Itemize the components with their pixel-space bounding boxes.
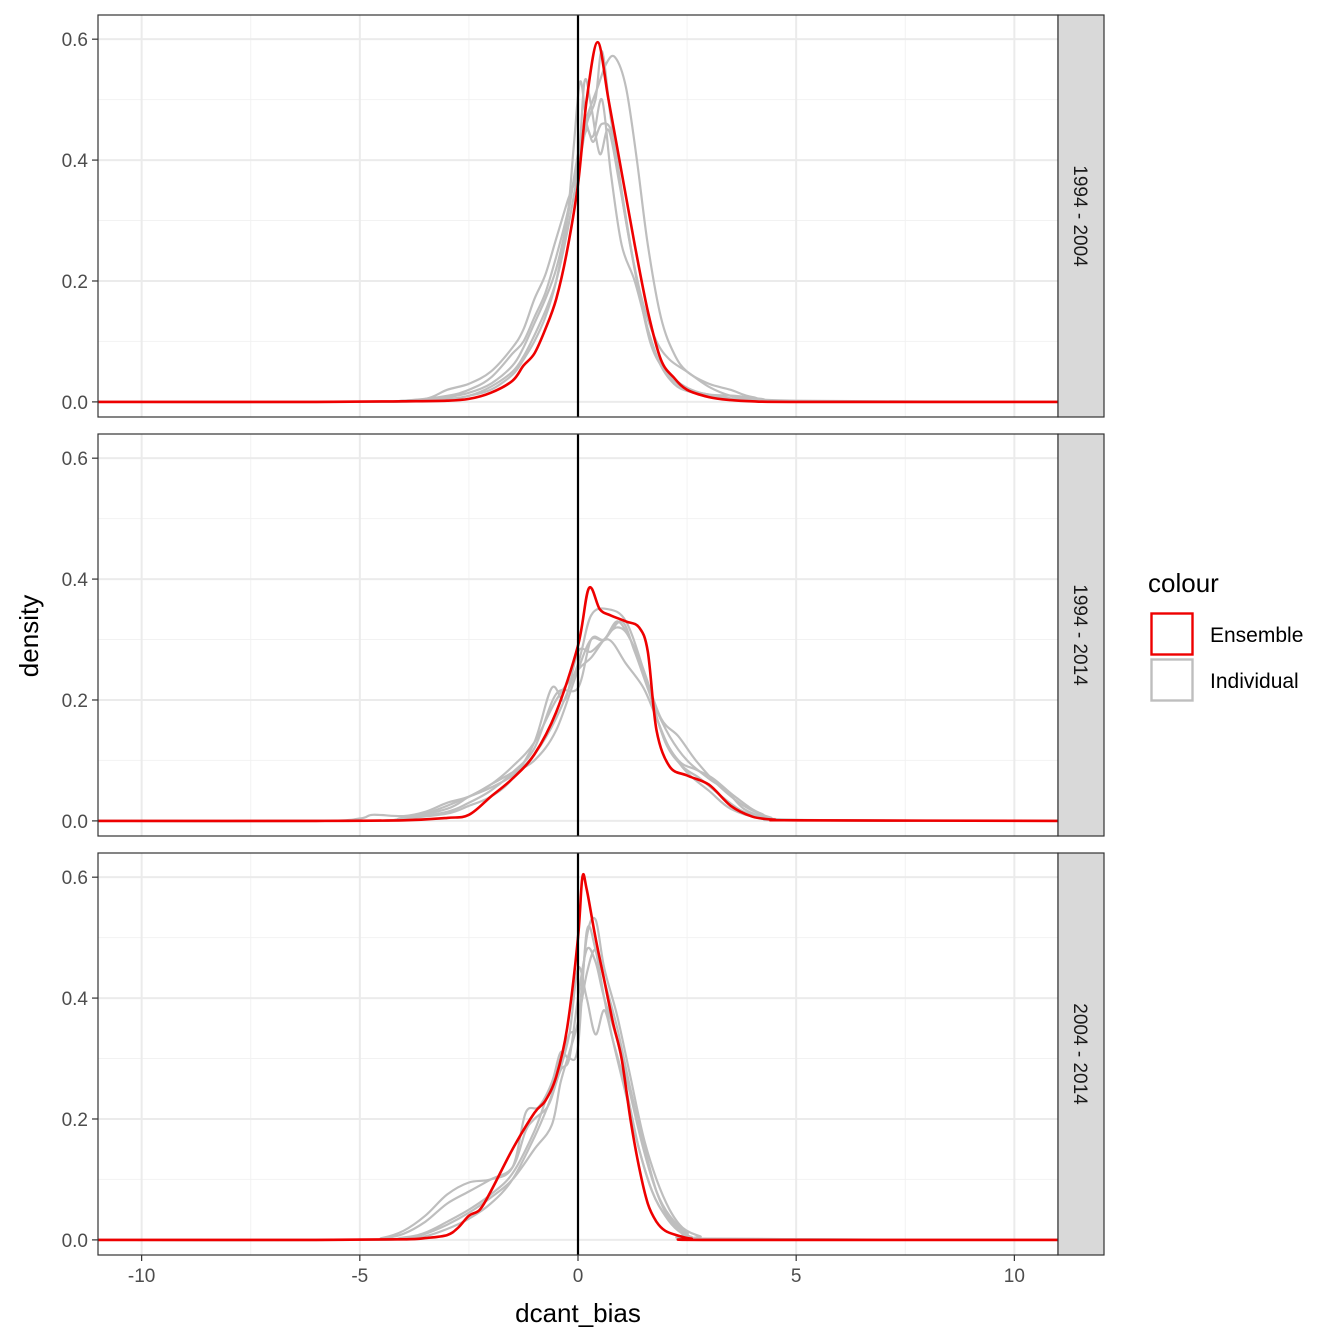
y-tick-label: 0.4 xyxy=(62,570,89,591)
legend-key-background xyxy=(1150,658,1194,702)
x-tick-label: -5 xyxy=(351,1266,368,1287)
facet-strip xyxy=(1057,433,1105,837)
y-tick-label: 0.2 xyxy=(62,691,88,712)
legend-label-ensemble: Ensemble xyxy=(1210,624,1303,647)
panel-series xyxy=(98,872,1058,1242)
facet-strip-label: 1994 - 2014 xyxy=(1069,584,1090,686)
legend: colour Ensemble Individual xyxy=(1148,568,1303,702)
ensemble-density-line xyxy=(98,585,1058,823)
legend-title: colour xyxy=(1148,568,1219,598)
facet-strip-label: 2004 - 2014 xyxy=(1069,1003,1090,1105)
x-axis-title: dcant_bias xyxy=(515,1298,641,1328)
facet-strip xyxy=(1057,14,1105,418)
individual-density-line xyxy=(98,620,1058,823)
y-tick-label: 0.6 xyxy=(62,449,88,470)
x-tick-label: 10 xyxy=(1004,1266,1025,1287)
y-tick-label: 0.2 xyxy=(62,1110,88,1131)
individual-density-line xyxy=(98,638,1058,823)
y-tick-label: 0.2 xyxy=(62,272,88,293)
facet-strip-label: 1994 - 2004 xyxy=(1069,165,1090,267)
y-tick-label: 0.4 xyxy=(62,151,89,172)
y-tick-label: 0.6 xyxy=(62,868,88,889)
panel-series xyxy=(98,585,1058,823)
legend-label-individual: Individual xyxy=(1210,670,1299,693)
facet-strip xyxy=(1057,852,1105,1256)
y-tick-label: 0.6 xyxy=(62,30,88,51)
y-axis-title: density xyxy=(14,595,44,677)
panel-1: 0.0 0.2 0.4 0.6 1994 - 2004 xyxy=(62,14,1105,418)
panel-series xyxy=(98,40,1058,404)
legend-key-background xyxy=(1150,612,1194,656)
ensemble-density-line xyxy=(98,40,1058,404)
y-tick-label: 0.0 xyxy=(62,1231,88,1252)
individual-density-line xyxy=(98,78,1058,404)
individual-density-line xyxy=(98,946,1058,1242)
x-axis: -10 -5 0 5 10 xyxy=(128,1255,1025,1287)
legend-key xyxy=(1150,658,1194,702)
individual-density-line xyxy=(98,924,1058,1242)
legend-entries: Ensemble Individual xyxy=(1150,612,1303,702)
ensemble-density-line xyxy=(98,872,1058,1242)
x-tick-label: -10 xyxy=(128,1266,155,1287)
legend-key xyxy=(1150,612,1194,656)
individual-density-line xyxy=(98,948,1058,1242)
individual-density-line xyxy=(98,54,1058,404)
x-tick-label: 5 xyxy=(791,1266,802,1287)
y-tick-label: 0.0 xyxy=(62,812,88,833)
y-tick-label: 0.4 xyxy=(62,989,89,1010)
y-tick-label: 0.0 xyxy=(62,393,88,414)
panel-2: 0.0 0.2 0.4 0.6 1994 - 2014 xyxy=(62,433,1105,837)
x-tick-label: 0 xyxy=(573,1266,584,1287)
facet-panels: 0.0 0.2 0.4 0.6 1994 - 2004 0.0 0.2 0.4 0.6 1994 … xyxy=(62,14,1105,1256)
panel-3: 0.0 0.2 0.4 0.6 2004 - 2014 xyxy=(62,852,1105,1256)
